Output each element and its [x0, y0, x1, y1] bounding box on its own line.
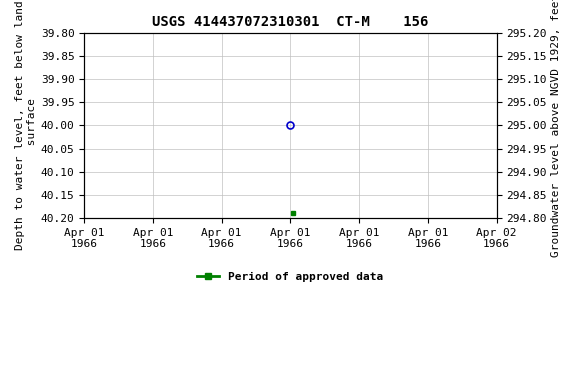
Legend: Period of approved data: Period of approved data: [193, 267, 388, 286]
Y-axis label: Depth to water level, feet below land
 surface: Depth to water level, feet below land su…: [15, 0, 37, 250]
Title: USGS 414437072310301  CT-M    156: USGS 414437072310301 CT-M 156: [152, 15, 429, 29]
Y-axis label: Groundwater level above NGVD 1929, feet: Groundwater level above NGVD 1929, feet: [551, 0, 561, 257]
